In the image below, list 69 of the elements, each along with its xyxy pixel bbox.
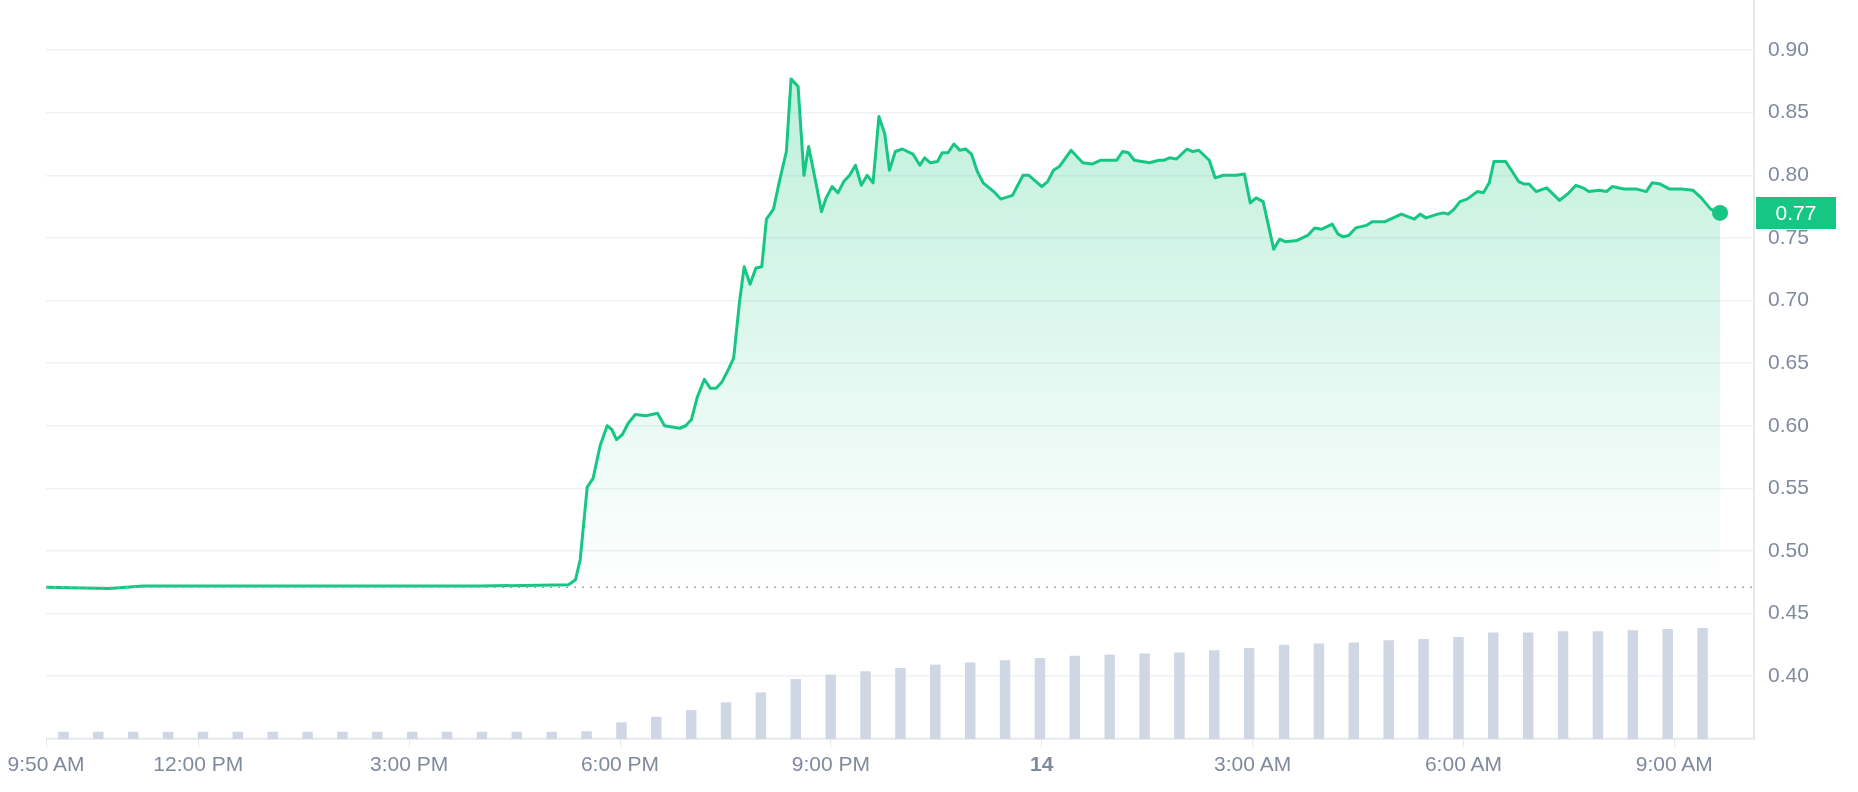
y-tick-label: 0.50 — [1768, 537, 1809, 561]
bar — [162, 731, 174, 739]
x-tick-label: 6:00 PM — [580, 752, 660, 776]
bar — [546, 731, 557, 739]
x-tick-label: 3:00 AM — [1214, 752, 1292, 776]
bar — [337, 731, 348, 739]
bar — [790, 678, 802, 739]
bar — [93, 731, 104, 739]
bar — [1209, 650, 1220, 739]
bar — [476, 731, 488, 739]
bar — [1243, 647, 1255, 739]
bar — [651, 716, 662, 739]
y-tick-label: 0.90 — [1768, 36, 1809, 60]
bar — [511, 731, 523, 739]
bar — [1104, 654, 1115, 739]
bar — [1557, 631, 1569, 739]
text: 0.77 — [1775, 200, 1817, 224]
bar — [581, 731, 592, 739]
bar — [1453, 636, 1464, 739]
bar — [302, 731, 313, 739]
bar — [1348, 642, 1360, 739]
y-tick-label: 0.65 — [1768, 349, 1809, 373]
bar — [964, 662, 976, 739]
y-tick-label: 0.40 — [1768, 662, 1809, 686]
x-tick-label: 9:00 AM — [1635, 752, 1713, 776]
y-tick-label: 0.70 — [1768, 287, 1809, 311]
bar — [127, 731, 139, 739]
bar — [860, 671, 871, 739]
bar — [1383, 640, 1394, 739]
bar — [1174, 652, 1185, 739]
bar — [232, 731, 244, 739]
y-tick-label: 0.75 — [1768, 224, 1809, 248]
bar — [999, 659, 1011, 739]
x-tick-label: 9:00 PM — [791, 752, 870, 776]
bar — [825, 674, 836, 739]
bar — [755, 692, 767, 739]
bar — [895, 667, 906, 739]
bar — [267, 731, 278, 739]
x-tick-label: 3:00 PM — [370, 752, 449, 776]
bar — [1278, 644, 1290, 739]
x-tick-label: 14 — [1030, 752, 1054, 776]
y-tick-label: 0.55 — [1768, 475, 1809, 499]
bar — [197, 731, 209, 739]
bar — [372, 731, 383, 739]
y-tick-label: 0.45 — [1768, 600, 1809, 624]
bar — [1069, 655, 1081, 739]
bar — [685, 709, 697, 739]
bar — [1522, 632, 1534, 739]
bar — [1034, 657, 1046, 739]
bar — [1313, 643, 1325, 739]
bar — [1488, 632, 1499, 739]
bar — [1662, 628, 1673, 739]
y-tick-label: 0.60 — [1768, 412, 1809, 436]
x-tick-label: 12:00 PM — [153, 752, 244, 776]
y-tick-label: 0.85 — [1768, 99, 1809, 123]
bar — [1418, 638, 1429, 739]
x-tick-label: 6:00 AM — [1424, 752, 1503, 776]
bar — [930, 664, 941, 739]
bar — [441, 731, 453, 739]
y-tick-label: 0.80 — [1768, 162, 1809, 186]
bar — [1627, 630, 1639, 739]
bar — [406, 731, 418, 739]
bar — [616, 722, 627, 739]
bar — [1592, 631, 1604, 739]
x-tick-label: 9:50 AM — [7, 752, 85, 776]
bar — [1697, 627, 1708, 739]
bar — [720, 702, 732, 739]
bar — [1139, 653, 1150, 739]
bar — [58, 731, 69, 739]
